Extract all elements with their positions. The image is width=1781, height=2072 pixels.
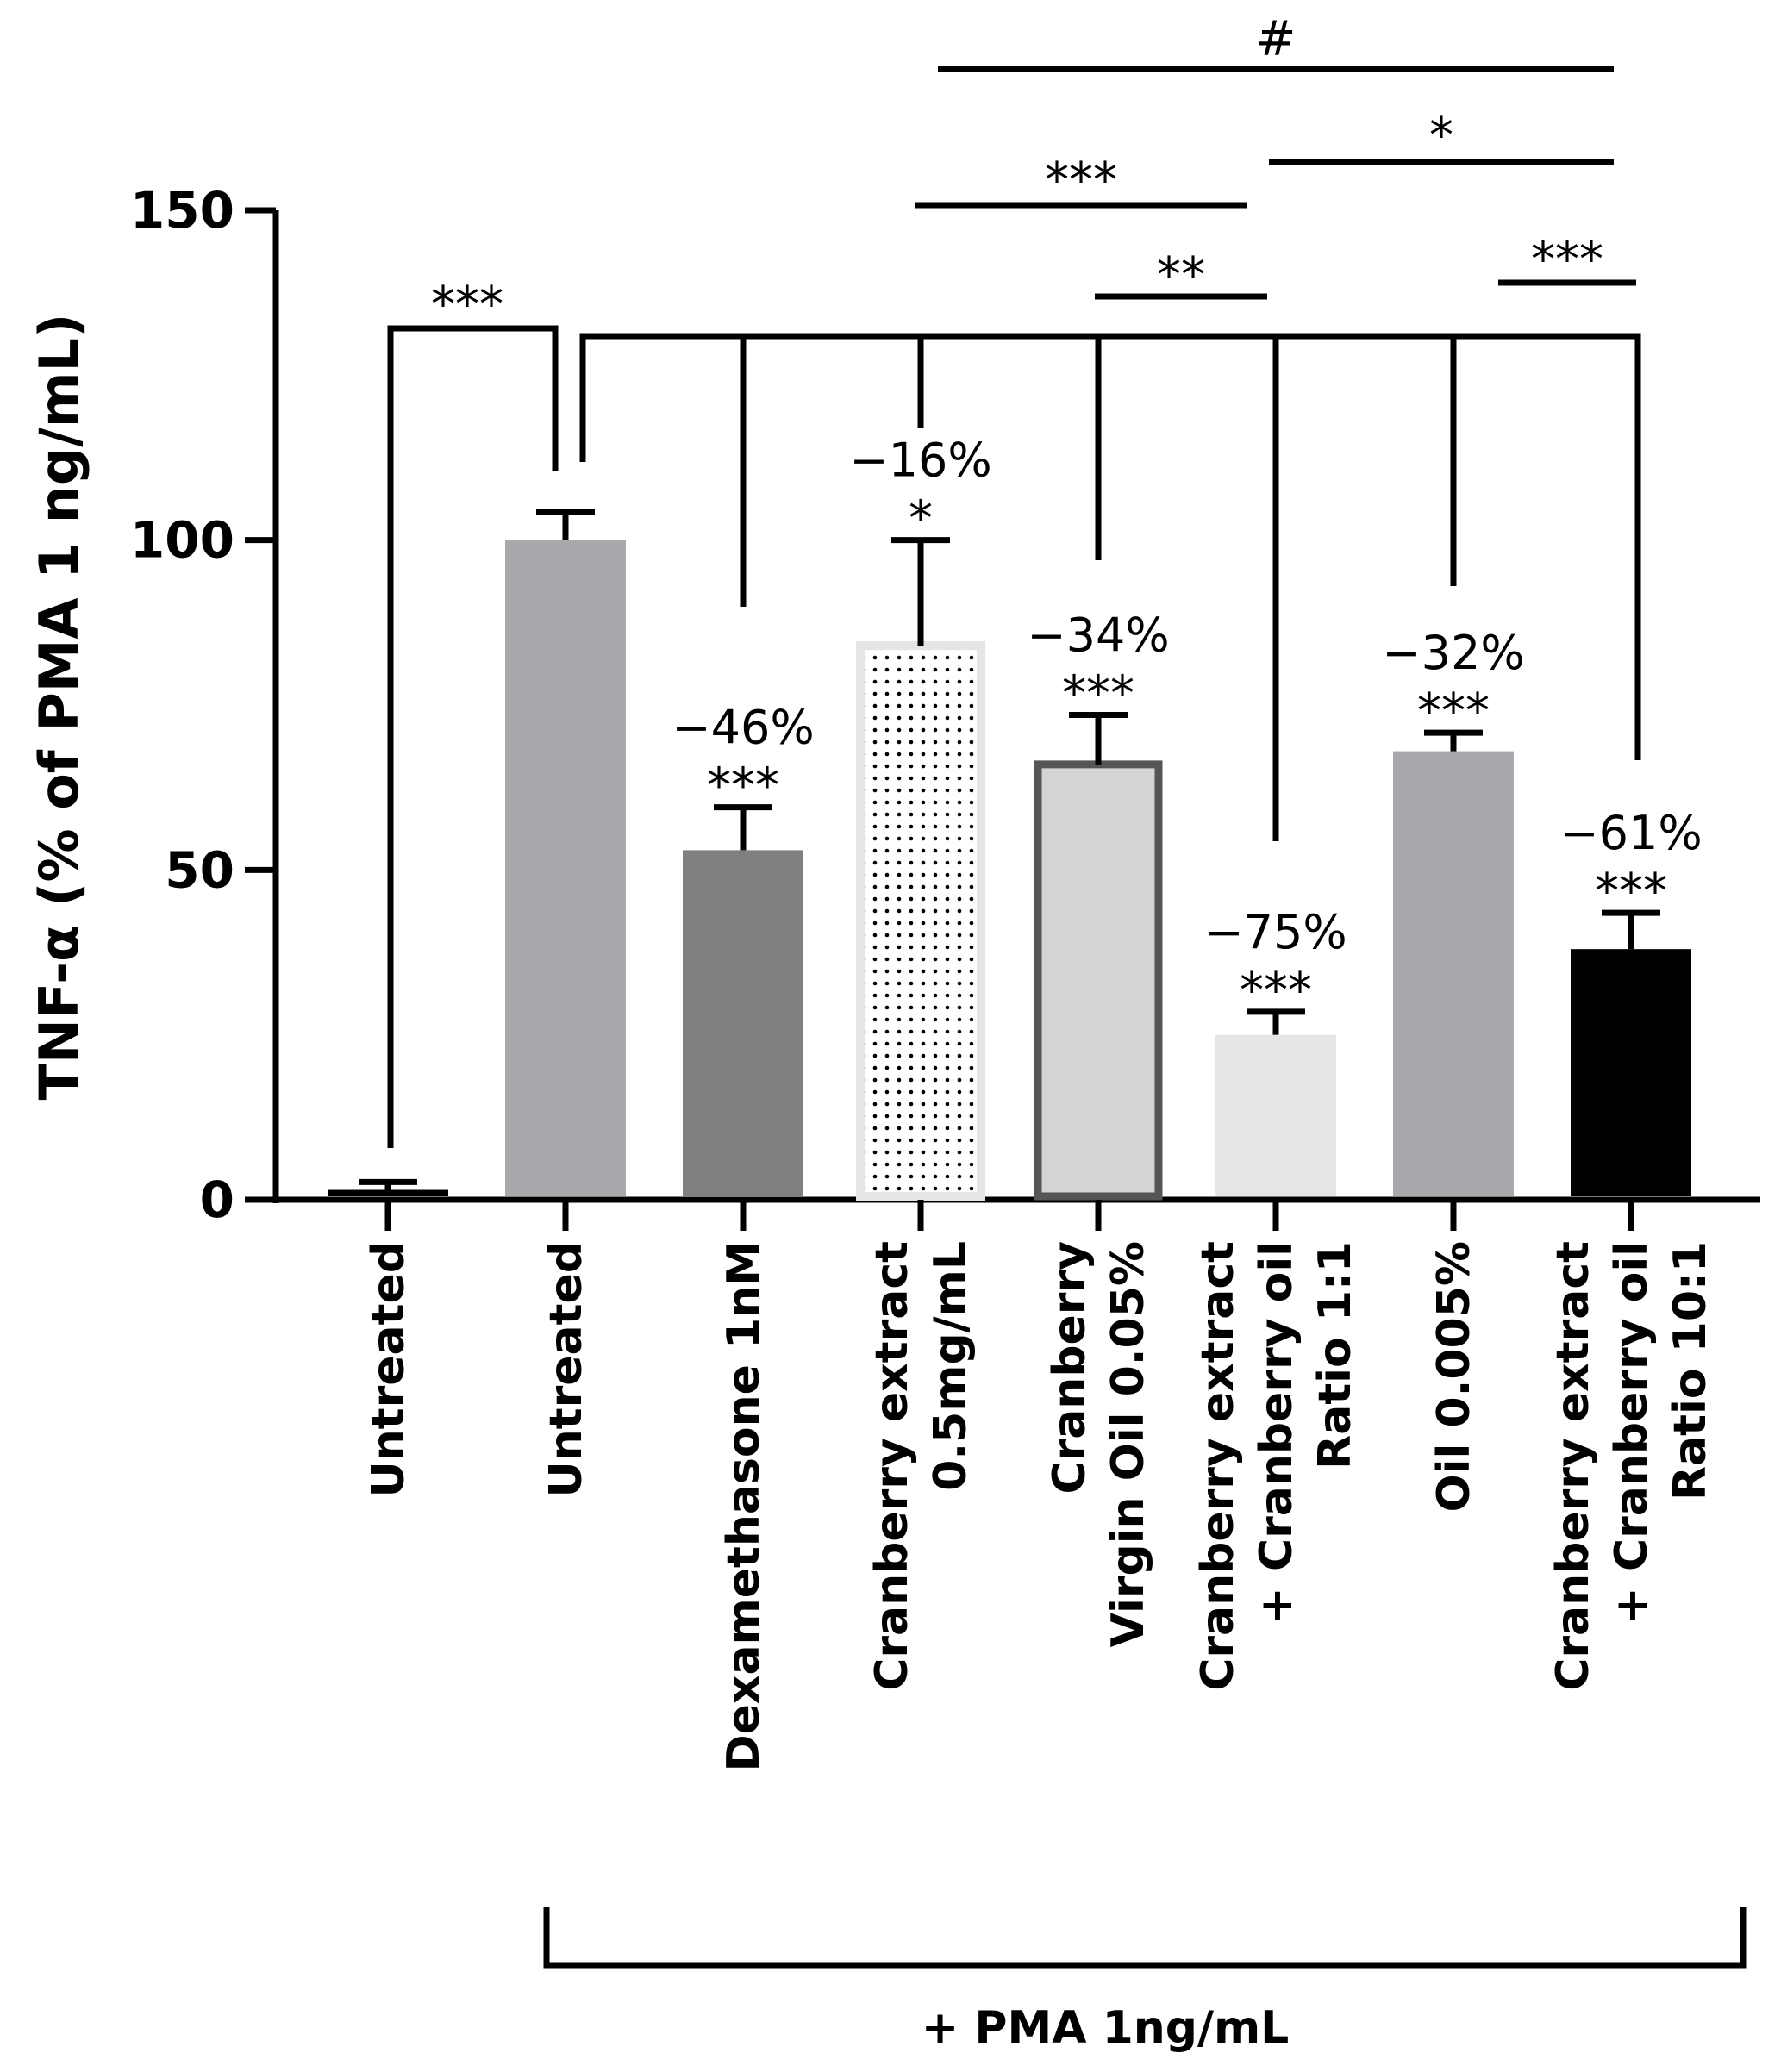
- bar-significance-stars: ***: [1240, 963, 1312, 1019]
- bar-percent-change: −34%: [1027, 608, 1169, 662]
- y-tick-label: 0: [200, 1170, 234, 1229]
- control-bracket-label: ***: [431, 277, 503, 333]
- treatment-comb-top: [579, 333, 1641, 760]
- x-category-label: Untreated: [363, 1241, 415, 1497]
- bar: [505, 540, 626, 1196]
- x-category-label: Cranberry extract: [1192, 1241, 1244, 1691]
- comparison-label: ***: [1045, 153, 1117, 209]
- x-category-label: Untreated: [541, 1241, 592, 1497]
- bar-significance-stars: *: [909, 491, 933, 547]
- x-category-label: + Cranberry oil: [1251, 1241, 1303, 1625]
- significance-brackets: *** *********#: [387, 11, 1641, 1148]
- x-category-label: Cranberry extract: [1547, 1241, 1599, 1691]
- x-category-label: Ratio 1:1: [1309, 1241, 1361, 1470]
- x-category-label: 0.5mg/mL: [925, 1241, 977, 1491]
- y-tick-label: 50: [165, 840, 234, 899]
- x-category-label: + Cranberry oil: [1606, 1241, 1658, 1625]
- bar: [1571, 949, 1691, 1196]
- x-category-label: Cranberry: [1044, 1241, 1096, 1495]
- bar-significance-stars: ***: [707, 758, 779, 814]
- bar: [683, 850, 803, 1196]
- bar-significance-stars: ***: [1062, 665, 1134, 721]
- comparison-label: *: [1429, 108, 1453, 164]
- bar: [1034, 760, 1163, 1201]
- bar: [1393, 751, 1514, 1196]
- bar: [1215, 1034, 1336, 1196]
- bars: [328, 540, 1691, 1201]
- x-category-label: Virgin Oil 0.05%: [1103, 1241, 1154, 1647]
- bar: [328, 1189, 448, 1196]
- y-ticks: 0 50 100 150: [130, 181, 276, 1229]
- comparison-label: #: [1256, 11, 1297, 67]
- control-bracket: [387, 325, 559, 1148]
- bar-percent-change: −61%: [1559, 806, 1702, 860]
- pma-group-bracket: [543, 1907, 1747, 1969]
- x-category-label: Dexamethasone 1nM: [718, 1241, 770, 1772]
- bar-percent-change: −16%: [849, 434, 991, 488]
- y-axis-label: TNF-α (% of PMA 1 ng/mL): [28, 314, 91, 1101]
- x-category-label: Ratio 10:1: [1665, 1241, 1716, 1501]
- x-ticks: Untreated Untreated Dexamethasone 1nM Cranb…: [363, 1200, 1716, 1772]
- pma-group-label: + PMA 1ng/mL: [922, 2002, 1290, 2054]
- bar: [856, 641, 985, 1201]
- bar-percent-change: −75%: [1204, 905, 1347, 959]
- error-bars: [359, 509, 1660, 1190]
- comparison-label: ***: [1531, 232, 1603, 288]
- x-category-label: Cranberry extract: [866, 1241, 918, 1691]
- bar-percent-change: −46%: [672, 701, 814, 755]
- y-tick-label: 150: [130, 181, 234, 240]
- comparison-label: **: [1157, 247, 1205, 303]
- x-category-label: Oil 0.005%: [1428, 1241, 1480, 1513]
- y-tick-label: 100: [130, 511, 234, 570]
- bar-significance-stars: ***: [1595, 864, 1667, 920]
- bar-significance-stars: ***: [1417, 683, 1490, 740]
- bar-annotations: ***−46%*−16%***−34%***−75%***−32%***−61%: [672, 434, 1702, 1019]
- bar-percent-change: −32%: [1382, 626, 1524, 680]
